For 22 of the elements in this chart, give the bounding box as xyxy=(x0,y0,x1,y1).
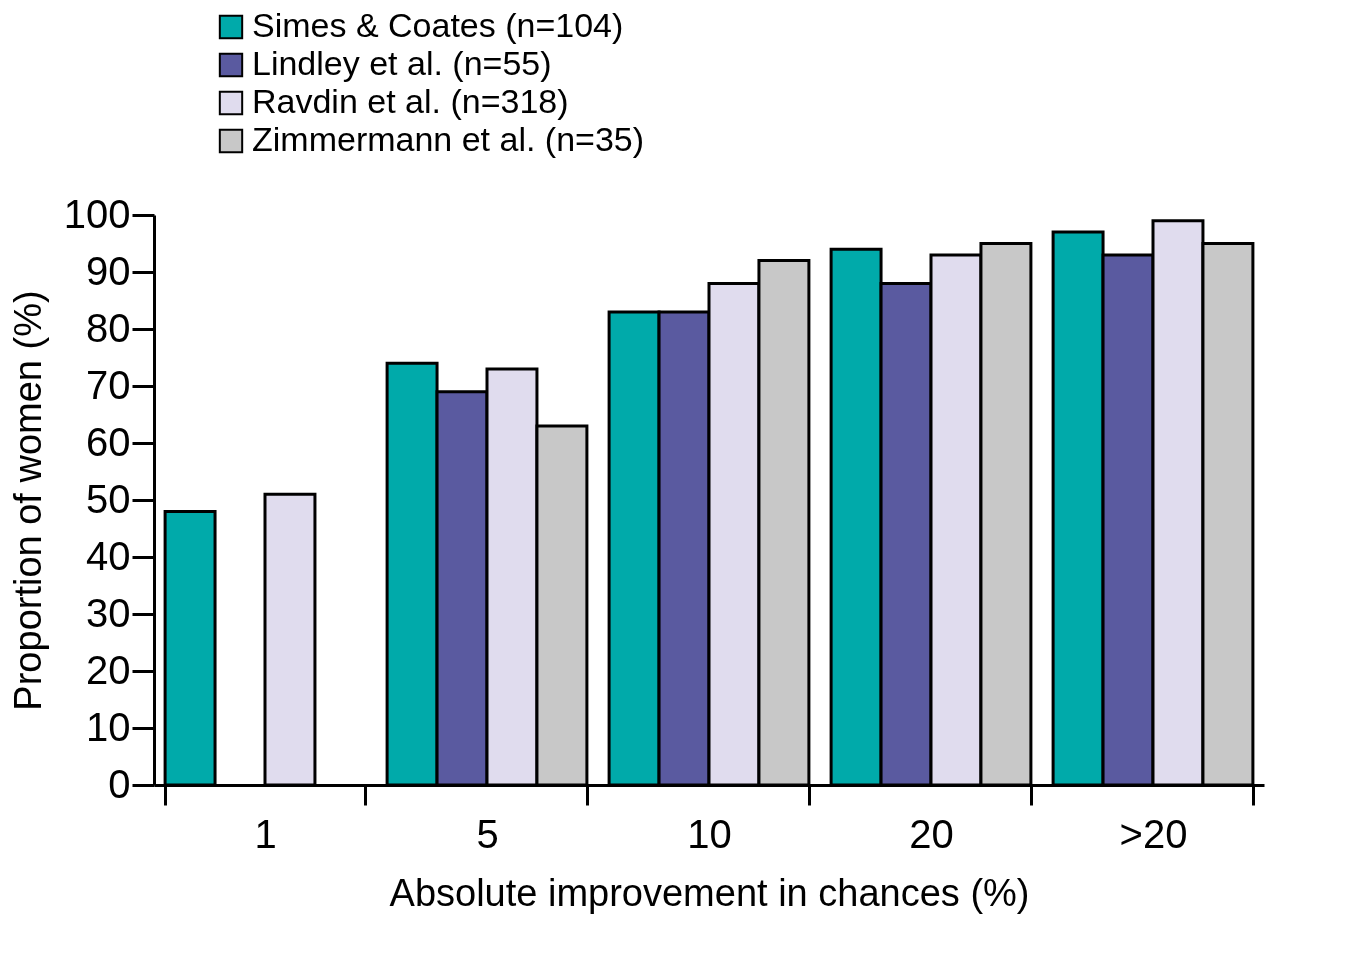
y-tick-label: 90 xyxy=(86,248,131,293)
y-tick-label: 0 xyxy=(108,761,131,806)
legend-label: Zimmermann et al. (n=35) xyxy=(252,120,645,158)
y-tick-label: 30 xyxy=(86,590,131,635)
x-tick-label: 5 xyxy=(476,811,499,856)
y-tick-label: 10 xyxy=(86,704,131,749)
x-axis-title: Absolute improvement in chances (%) xyxy=(389,871,1030,914)
legend-label: Ravdin et al. (n=318) xyxy=(252,82,569,120)
y-tick-label: 80 xyxy=(86,305,131,350)
y-tick-label: 100 xyxy=(63,191,131,236)
y-tick-label: 60 xyxy=(86,419,131,464)
legend-label: Lindley et al. (n=55) xyxy=(252,44,552,82)
y-tick-label: 70 xyxy=(86,362,131,407)
x-tick-label: 20 xyxy=(909,811,954,856)
y-tick-label: 20 xyxy=(86,647,131,692)
x-tick-label: 10 xyxy=(687,811,732,856)
y-tick-label: 50 xyxy=(86,476,131,521)
y-axis-title: Proportion of women (%) xyxy=(6,290,49,711)
x-tick-label: 1 xyxy=(254,811,277,856)
x-tick-label: >20 xyxy=(1119,811,1188,856)
legend-label: Simes & Coates (n=104) xyxy=(252,6,624,44)
y-tick-label: 40 xyxy=(86,533,131,578)
